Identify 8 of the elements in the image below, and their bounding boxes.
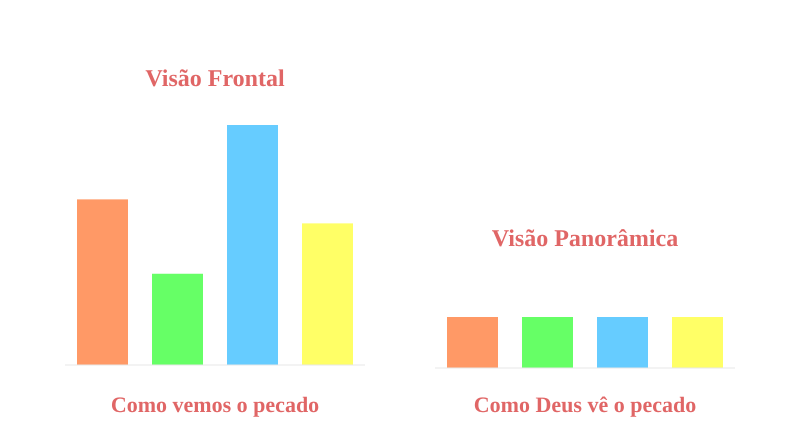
bar — [227, 125, 278, 365]
chart-title: Visão Panorâmica — [490, 226, 680, 253]
chart-title: Visão Frontal — [144, 66, 286, 93]
bar — [152, 274, 203, 365]
bar — [77, 199, 128, 365]
x-axis-title: Como Deus vê o pecado — [472, 392, 698, 418]
x-axis-title: Como vemos o pecado — [110, 392, 320, 418]
bar — [302, 223, 353, 365]
